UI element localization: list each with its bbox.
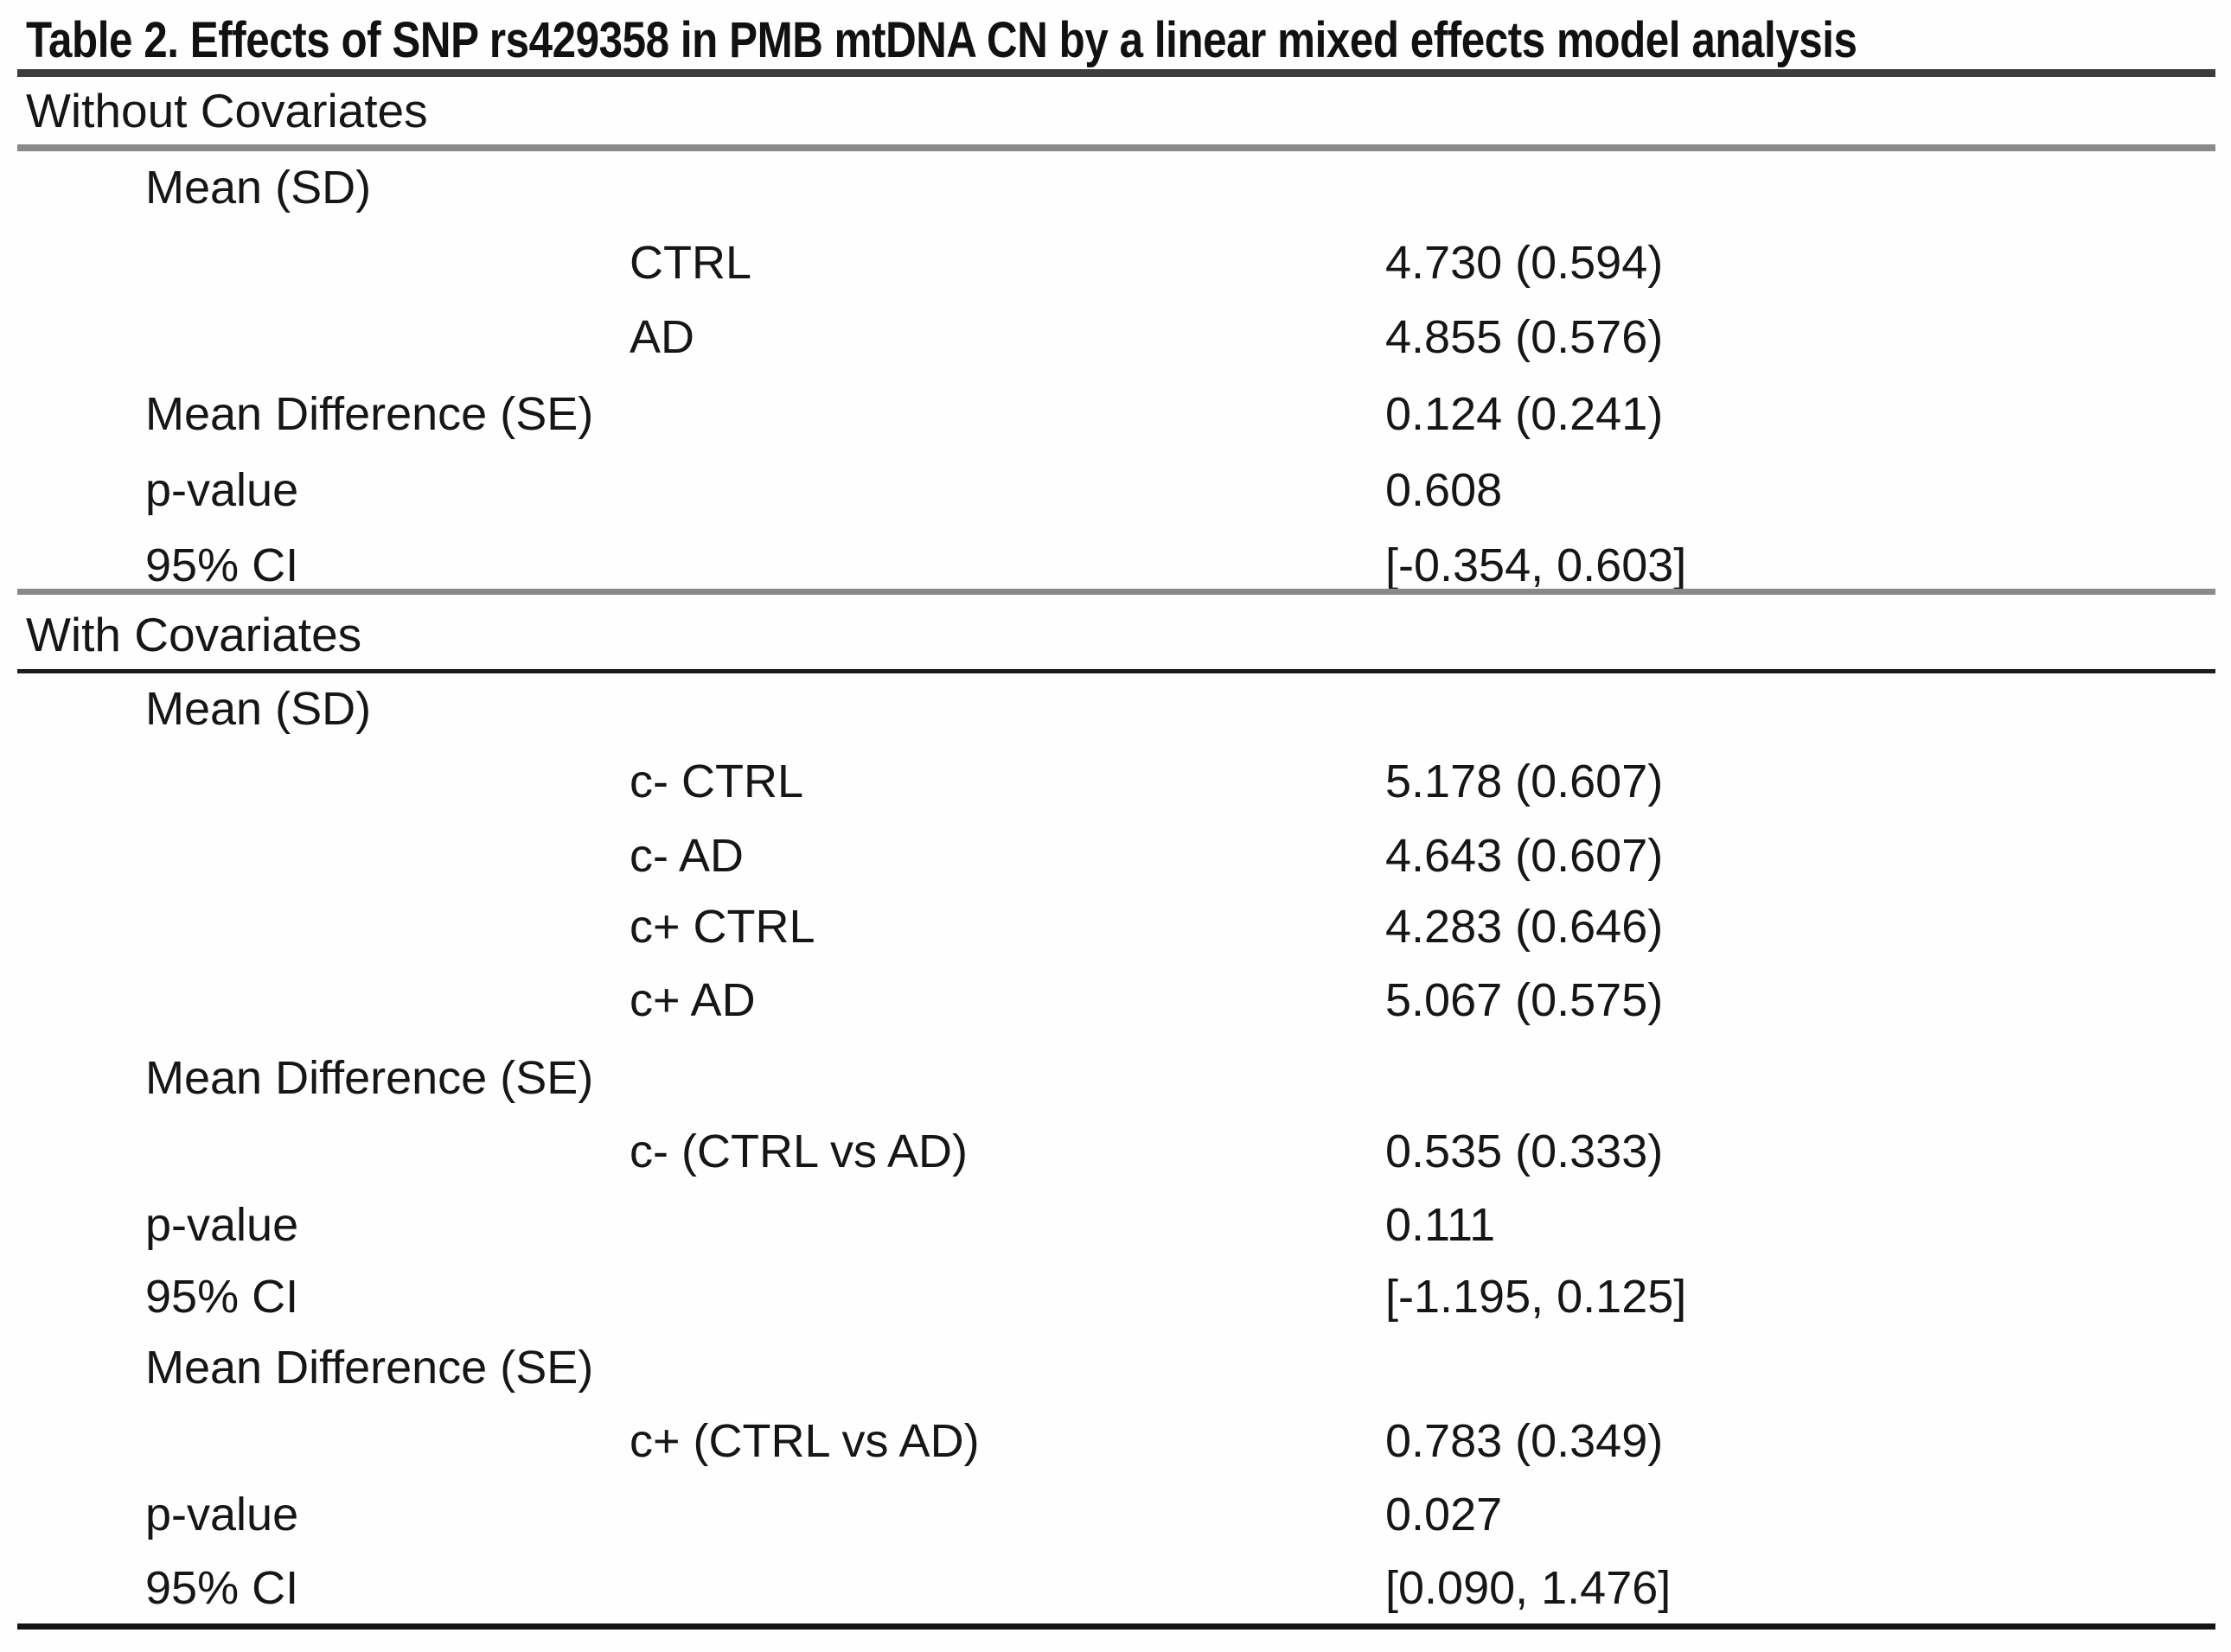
table-row: c+ (CTRL vs AD) 0.783 (0.349) <box>0 1414 2231 1468</box>
table-row: CTRL 4.730 (0.594) <box>0 236 2231 290</box>
row-value: 0.783 (0.349) <box>1385 1415 1664 1467</box>
row-value: 0.535 (0.333) <box>1385 1126 1664 1177</box>
row-label: Mean Difference (SE) <box>145 388 594 440</box>
table-row: c- AD 4.643 (0.607) <box>0 829 2231 883</box>
table-row: Mean Difference (SE) 0.124 (0.241) <box>0 387 2231 441</box>
row-label: c- (CTRL vs AD) <box>630 1126 968 1177</box>
section-header-rule <box>17 669 2215 673</box>
row-label: p-value <box>145 1489 299 1540</box>
section-header-label: Without Covariates <box>26 84 428 137</box>
row-label: Mean Difference (SE) <box>145 1342 594 1394</box>
row-label: 95% CI <box>145 539 299 591</box>
row-label: Mean Difference (SE) <box>145 1052 594 1104</box>
row-label: Mean (SD) <box>145 683 372 735</box>
row-value: 0.111 <box>1385 1199 1496 1251</box>
row-label: 95% CI <box>145 1562 299 1614</box>
section-header-label: With Covariates <box>26 608 362 661</box>
row-label: 95% CI <box>145 1271 299 1323</box>
table-title: Table 2. Effects of SNP rs429358 in PMB … <box>26 12 1857 68</box>
row-value: [0.090, 1.476] <box>1385 1562 1672 1614</box>
table-bottom-rule <box>17 1623 2215 1630</box>
table-row: p-value 0.608 <box>0 463 2231 517</box>
row-label: AD <box>630 311 695 363</box>
table-row: 95% CI [0.090, 1.476] <box>0 1561 2231 1615</box>
row-value: 5.067 (0.575) <box>1385 974 1664 1026</box>
table-row: c- CTRL 5.178 (0.607) <box>0 755 2231 808</box>
row-value: 4.283 (0.646) <box>1385 901 1664 953</box>
title-rule <box>17 69 2215 77</box>
row-value: [-1.195, 0.125] <box>1385 1271 1687 1323</box>
row-value: [-0.354, 0.603] <box>1385 539 1687 591</box>
section-header-with-covariates: With Covariates <box>0 608 2231 661</box>
row-label: Mean (SD) <box>145 162 372 214</box>
row-value: 4.855 (0.576) <box>1385 311 1664 363</box>
section-divider-rule <box>17 589 2215 595</box>
table-row: Mean Difference (SE) <box>0 1341 2231 1394</box>
row-label: c- AD <box>630 830 745 882</box>
row-label: p-value <box>145 1199 299 1251</box>
row-value: 0.027 <box>1385 1489 1503 1540</box>
row-value: 4.730 (0.594) <box>1385 237 1664 289</box>
section-header-without-covariates: Without Covariates <box>0 84 2231 137</box>
table-row: c+ AD 5.067 (0.575) <box>0 973 2231 1027</box>
table-row: c+ CTRL 4.283 (0.646) <box>0 900 2231 954</box>
row-label: c- CTRL <box>630 756 803 807</box>
table-row: AD 4.855 (0.576) <box>0 310 2231 364</box>
row-label: c+ AD <box>630 974 756 1026</box>
table-row: Mean (SD) <box>0 682 2231 736</box>
row-value: 4.643 (0.607) <box>1385 830 1664 882</box>
row-value: 0.124 (0.241) <box>1385 388 1664 440</box>
row-label: CTRL <box>630 237 752 289</box>
row-label: p-value <box>145 464 299 516</box>
row-value: 0.608 <box>1385 464 1503 516</box>
table-row: 95% CI [-0.354, 0.603] <box>0 539 2231 592</box>
table-row: Mean Difference (SE) <box>0 1051 2231 1105</box>
section-header-rule <box>17 144 2215 151</box>
table-row: c- (CTRL vs AD) 0.535 (0.333) <box>0 1125 2231 1178</box>
table-row: p-value 0.111 <box>0 1198 2231 1252</box>
table-row: p-value 0.027 <box>0 1488 2231 1541</box>
row-label: c+ (CTRL vs AD) <box>630 1415 980 1467</box>
table-row: 95% CI [-1.195, 0.125] <box>0 1270 2231 1324</box>
row-label: c+ CTRL <box>630 901 815 953</box>
table-row: Mean (SD) <box>0 161 2231 214</box>
row-value: 5.178 (0.607) <box>1385 756 1664 807</box>
